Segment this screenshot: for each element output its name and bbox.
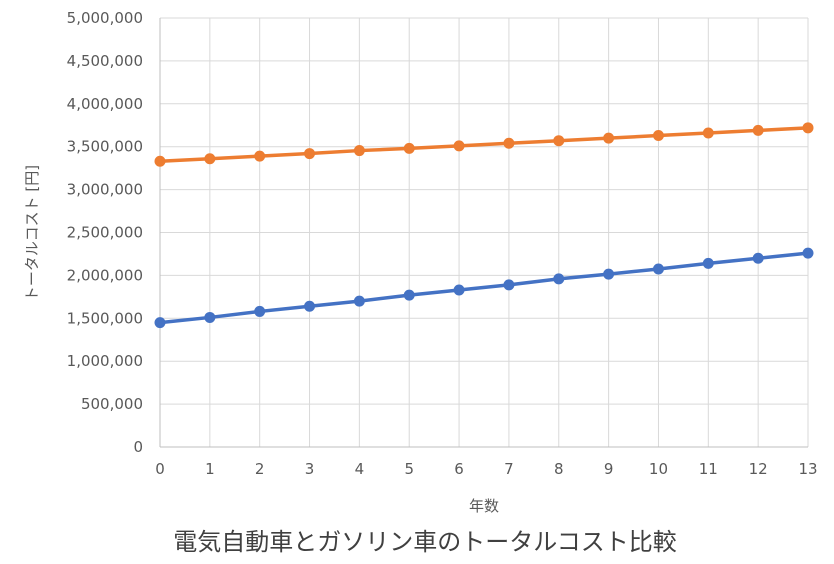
x-tick-label: 12: [749, 460, 768, 478]
data-point-series-2: [553, 273, 565, 285]
y-tick-label: 0: [133, 438, 143, 456]
x-tick-label: 9: [604, 460, 614, 478]
y-tick-label: 5,000,000: [67, 9, 143, 27]
x-tick-label: 3: [305, 460, 315, 478]
data-point-series-2: [353, 295, 365, 307]
data-point-series-2: [652, 263, 664, 275]
data-point-series-1: [353, 145, 365, 157]
axes: [159, 18, 808, 448]
y-tick-label: 3,500,000: [67, 138, 143, 156]
data-point-series-1: [802, 122, 814, 134]
data-point-series-2: [204, 311, 216, 323]
data-point-series-2: [154, 317, 166, 329]
x-tick-label: 10: [649, 460, 668, 478]
x-tick-label: 4: [355, 460, 365, 478]
chart-title: 電気自動車とガソリン車のトータルコスト比較: [173, 528, 677, 556]
y-tick-label: 3,000,000: [67, 181, 143, 199]
x-tick-label: 1: [205, 460, 215, 478]
x-tick-label: 8: [554, 460, 564, 478]
data-point-series-1: [603, 132, 615, 144]
x-tick-label: 13: [798, 460, 817, 478]
series-lines: [159, 126, 809, 325]
series-points: [154, 122, 814, 329]
x-tick-label: 11: [699, 460, 718, 478]
x-axis-title: 年数: [469, 497, 499, 515]
data-point-series-2: [304, 300, 316, 312]
data-point-series-1: [403, 142, 415, 154]
x-tick-label: 2: [255, 460, 265, 478]
data-point-series-2: [702, 257, 714, 269]
data-point-series-1: [503, 137, 515, 149]
x-tick-label: 7: [504, 460, 514, 478]
series-line-1: [159, 126, 809, 164]
data-point-series-2: [752, 252, 764, 264]
data-point-series-1: [553, 135, 565, 147]
y-tick-labels: 0 500,000 1,000,000 1,500,000 2,000,000 2,500…: [67, 9, 143, 456]
gridlines: [160, 17, 809, 447]
y-tick-label: 2,000,000: [67, 266, 143, 284]
y-tick-label: 4,000,000: [67, 95, 143, 113]
data-point-series-1: [652, 130, 664, 142]
data-point-series-2: [603, 268, 615, 280]
data-point-series-1: [304, 148, 316, 160]
y-tick-label: 1,500,000: [67, 309, 143, 327]
y-axis-title: トータルコスト [円]: [23, 165, 41, 301]
x-tick-label: 5: [404, 460, 414, 478]
x-tick-label: 6: [454, 460, 464, 478]
data-point-series-2: [453, 284, 465, 296]
x-tick-labels: 0 1 2 3 4 5 6 7 8 9 10 11 12 13: [155, 460, 817, 478]
y-tick-label: 500,000: [81, 395, 143, 413]
x-tick-label: 0: [155, 460, 165, 478]
data-point-series-1: [702, 127, 714, 139]
data-point-series-2: [254, 305, 266, 317]
data-point-series-1: [154, 155, 166, 167]
data-point-series-2: [802, 247, 814, 259]
data-point-series-1: [453, 140, 465, 152]
series-line-2: [159, 251, 809, 325]
data-point-series-1: [204, 153, 216, 165]
data-point-series-2: [403, 289, 415, 301]
data-point-series-2: [503, 279, 515, 291]
y-tick-label: 4,500,000: [67, 52, 143, 70]
y-tick-label: 2,500,000: [67, 224, 143, 242]
data-point-series-1: [752, 124, 764, 136]
data-point-series-1: [254, 150, 266, 162]
y-tick-label: 1,000,000: [67, 352, 143, 370]
